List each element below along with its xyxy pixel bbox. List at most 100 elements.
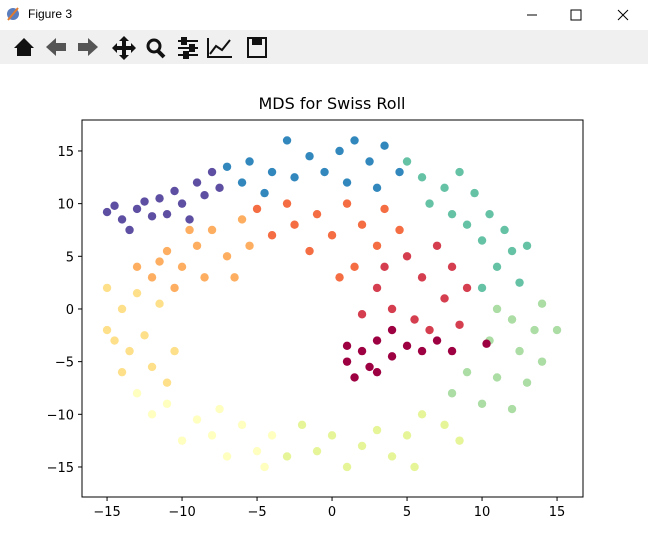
pan-button[interactable] [112, 36, 136, 60]
scatter-point [267, 167, 277, 177]
chart: MDS for Swiss Roll −15 −10 −5 0 5 10 15 −15 −10 −… [47, 94, 584, 520]
scatter-point [417, 273, 427, 282]
scatter-point [440, 183, 449, 193]
scatter-point [200, 273, 209, 282]
save-button[interactable] [247, 37, 267, 58]
scatter-point [200, 191, 209, 200]
scatter-point [492, 304, 502, 314]
scatter-point [222, 452, 232, 461]
scatter-point [117, 367, 127, 377]
x-tick-label: 15 [549, 505, 566, 520]
scatter-point [125, 346, 134, 356]
scatter-point [372, 183, 382, 193]
scatter-point [290, 173, 299, 182]
scatter-point [485, 209, 494, 219]
scatter-point [237, 215, 247, 224]
scatter-point [515, 346, 524, 356]
scatter-point [507, 246, 517, 256]
scatter-point [282, 452, 292, 461]
scatter-point [387, 304, 397, 314]
scatter-point [455, 167, 464, 177]
scatter-point [102, 283, 112, 293]
scatter-point [462, 367, 472, 377]
scatter-point [477, 236, 487, 245]
scatter-point [320, 167, 329, 177]
scatter-point [357, 310, 367, 319]
scatter-point [207, 167, 217, 177]
scatter-point [297, 420, 307, 430]
scatter-point [342, 199, 352, 208]
scatter-point [267, 231, 277, 240]
scatter-point [357, 441, 367, 451]
close-button[interactable] [617, 9, 629, 21]
back-button[interactable] [46, 38, 66, 56]
scatter-point [462, 283, 472, 293]
scatter-point [155, 194, 164, 203]
scatter-point [192, 241, 202, 250]
scatter-point [342, 341, 352, 351]
scatter-point [402, 431, 412, 440]
scatter-point [447, 262, 457, 272]
scatter-point [147, 212, 157, 221]
y-tick-label: −5 [55, 356, 74, 371]
zoom-button[interactable] [146, 38, 166, 59]
plot-frame [81, 119, 584, 498]
scatter-point [417, 410, 427, 419]
toolbar-icons [14, 36, 267, 60]
scatter-point [185, 215, 194, 224]
y-tick-label: 15 [57, 145, 74, 160]
scatter-point [447, 346, 457, 356]
scatter-point [162, 399, 172, 408]
scatter-point [132, 204, 142, 214]
scatter-point [365, 362, 374, 372]
edit-axis-button[interactable] [207, 38, 232, 58]
scatter-point [162, 378, 172, 387]
scatter-point [117, 215, 127, 224]
scatter-point [335, 146, 344, 156]
scatter-point [395, 167, 404, 177]
scatter-point [402, 341, 412, 351]
scatter-point [207, 431, 217, 440]
forward-button[interactable] [78, 38, 98, 56]
y-tick-label: 5 [66, 250, 74, 265]
scatter-point [342, 462, 352, 472]
scatter-point [537, 299, 547, 308]
home-button[interactable] [14, 38, 34, 56]
scatter-point [447, 209, 457, 219]
scatter-point [140, 331, 149, 340]
scatter-point [372, 283, 382, 293]
scatter-point [380, 204, 389, 214]
scatter-point [410, 315, 419, 324]
y-tick-label: −10 [47, 408, 74, 423]
scatter-point [500, 225, 509, 235]
y-tick-label: −15 [47, 461, 74, 476]
scatter-point [507, 404, 517, 414]
scatter-point [215, 404, 224, 414]
maximize-button[interactable] [570, 9, 582, 21]
scatter-point [372, 241, 382, 250]
scatter-point [372, 336, 382, 345]
configure-button[interactable] [178, 37, 198, 59]
scatter-point [477, 283, 487, 293]
scatter-point [245, 241, 254, 250]
scatter-point [432, 336, 442, 345]
scatter-point [327, 231, 337, 240]
scatter-point [282, 199, 292, 208]
scatter-point [155, 299, 164, 308]
scatter-point [312, 209, 322, 219]
scatter-point [477, 399, 487, 408]
scatter-point [147, 362, 157, 372]
scatter-point [402, 157, 412, 166]
scatter-point [357, 346, 367, 356]
scatter-point [342, 357, 352, 366]
y-tick-label: 0 [66, 303, 74, 318]
window-chrome [7, 7, 629, 21]
scatter-point [425, 325, 434, 335]
scatter-point [357, 220, 367, 229]
scatter-point [177, 436, 187, 445]
scatter-point [515, 278, 524, 287]
scatter-point [425, 199, 434, 208]
x-tick-label: −5 [247, 505, 266, 520]
scatter-point [440, 294, 449, 303]
